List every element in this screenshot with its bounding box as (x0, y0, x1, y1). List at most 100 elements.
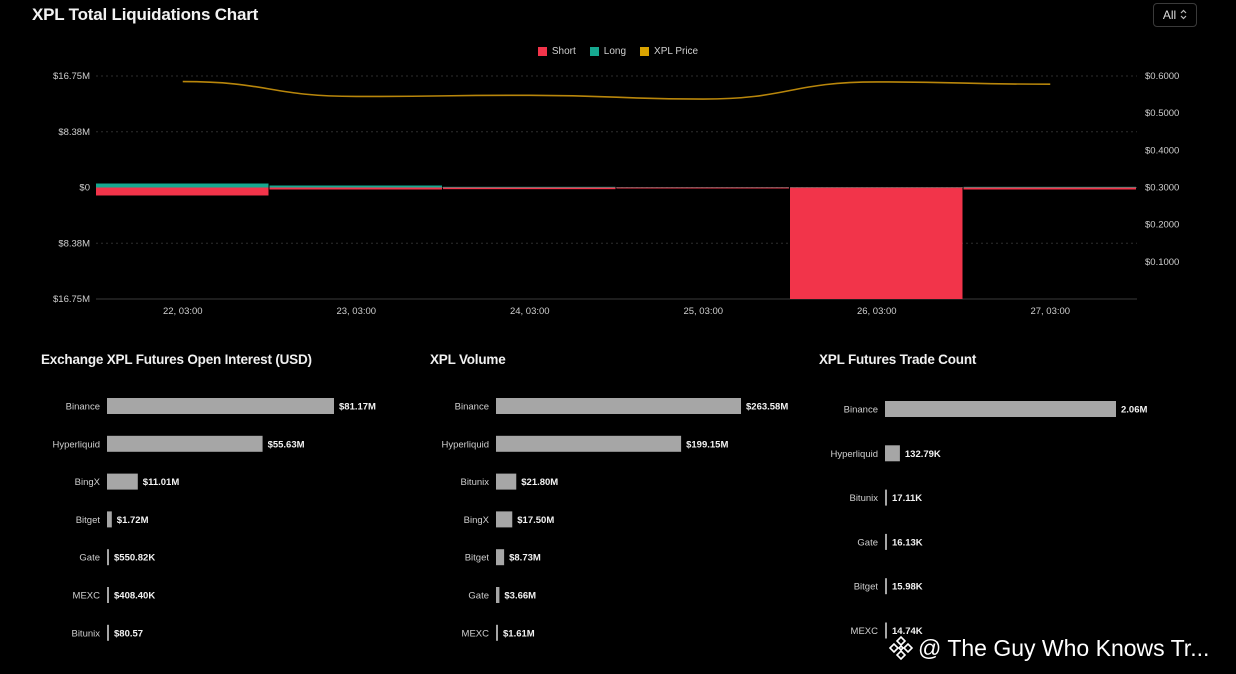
legend-item-short[interactable]: Short (537, 46, 576, 57)
hbar-bar (107, 473, 138, 490)
watermark: @ The Guy Who Knows Tr... (888, 634, 1209, 662)
hbar-bar (107, 511, 112, 528)
legend-item-long[interactable]: Long (589, 46, 626, 57)
page-title: XPL Total Liquidations Chart (32, 5, 259, 24)
hbar-category-label: Binance (66, 402, 100, 413)
hbar-category-label: Bitunix (460, 477, 489, 488)
legend-swatch-price (640, 47, 650, 56)
hbar-bar (885, 445, 900, 462)
hbar-category-label: Binance (844, 405, 878, 416)
hbar-category-label: MEXC (73, 591, 101, 602)
hbar-value-label: $8.73M (509, 553, 541, 564)
hbar-category-label: Hyperliquid (52, 439, 100, 450)
hbar-value-label: 17.11K (892, 493, 922, 504)
legend-swatch-short (537, 47, 547, 56)
hbar-value-label: $17.50M (517, 515, 554, 526)
trade-count-title: XPL Futures Trade Count (819, 352, 977, 367)
hbar-category-label: Hyperliquid (830, 449, 878, 460)
y-tick-right: $0.2000 (1145, 220, 1179, 231)
hbar-value-label: $263.58M (746, 402, 788, 413)
hbar-value-label: $550.82K (114, 553, 155, 564)
x-tick-label: 26, 03:00 (857, 306, 897, 317)
hbar-value-label: 132.79K (905, 449, 941, 460)
hbar-bar (885, 401, 1116, 417)
hbar-category-label: MEXC (462, 628, 490, 639)
hbar-category-label: BingX (464, 515, 490, 526)
hbar-category-label: MEXC (851, 626, 879, 637)
hbar-value-label: 2.06M (1121, 405, 1147, 416)
legend-swatch-long (589, 47, 599, 56)
hbar-bar (496, 587, 500, 603)
bar-short (963, 187, 1136, 190)
y-tick-left: $8.38M (58, 238, 90, 249)
bar-long (96, 183, 269, 188)
x-tick-label: 27, 03:00 (1030, 306, 1070, 317)
time-range-select[interactable]: All (1153, 3, 1197, 27)
hbar-bar (885, 622, 887, 639)
x-tick-label: 22, 03:00 (163, 306, 203, 317)
hbar-category-label: Gate (79, 553, 100, 564)
hbar-value-label: $3.66M (504, 591, 536, 602)
bar-short (96, 187, 269, 196)
x-tick-label: 24, 03:00 (510, 306, 550, 317)
hbar-bar (107, 587, 109, 603)
bar-long (269, 185, 442, 188)
hbar-bar (885, 533, 887, 550)
hbar-value-label: $1.72M (117, 515, 149, 526)
y-tick-left: $0 (79, 183, 90, 194)
hbar-value-label: $81.17M (339, 402, 376, 413)
hbar-category-label: Binance (455, 402, 489, 413)
hbar-bar (107, 398, 334, 414)
hbar-value-label: 14.74K (892, 626, 923, 637)
hbar-category-label: Hyperliquid (441, 439, 489, 450)
binance-logo-icon (888, 635, 914, 661)
y-tick-left: $8.38M (58, 127, 90, 138)
hbar-bar (496, 624, 498, 641)
chart-legend: Short Long XPL Price (0, 46, 1236, 57)
y-tick-right: $0.4000 (1145, 145, 1179, 156)
price-line (182, 80, 1051, 100)
hbar-bar (885, 489, 887, 506)
hbar-bar (107, 624, 109, 641)
y-tick-right: $0.1000 (1145, 257, 1179, 268)
hbar-value-label: $11.01M (143, 477, 180, 488)
hbar-bar (496, 473, 517, 490)
hbar-bar (496, 511, 513, 528)
hbar-value-label: 16.13K (892, 537, 923, 548)
hbar-bar (107, 549, 109, 566)
hbar-bar (107, 435, 263, 452)
hbar-category-label: Gate (468, 591, 489, 602)
y-tick-right: $0.3000 (1145, 183, 1179, 194)
y-tick-right: $0.6000 (1145, 71, 1179, 82)
bar-long (443, 186, 616, 188)
hbar-value-label: $1.61M (503, 628, 535, 639)
hbar-category-label: Gate (857, 537, 878, 548)
hbar-value-label: $408.40K (114, 591, 155, 602)
hbar-bar (885, 578, 887, 595)
range-select-value: All (1162, 8, 1177, 22)
hbar-category-label: Bitget (76, 515, 101, 526)
hbar-value-label: 15.98K (892, 582, 923, 593)
hbar-category-label: Bitunix (71, 628, 100, 639)
hbar-bar (496, 398, 741, 414)
bar-long (963, 186, 1136, 188)
volume-title: XPL Volume (430, 352, 506, 367)
hbar-category-label: Bitget (854, 582, 879, 593)
hbar-category-label: Bitget (465, 553, 490, 564)
hbar-category-label: BingX (75, 477, 101, 488)
chevron-updown-icon (1180, 9, 1187, 22)
hbar-value-label: $21.80M (521, 477, 558, 488)
y-tick-left: $16.75M (53, 71, 90, 82)
bar-short (616, 187, 789, 189)
liquidations-chart: $16.75M $8.38M $0 $8.38M $16.75M $0.6000 $0.50… (53, 71, 1179, 317)
bar-short (443, 187, 616, 190)
hbar-value-label: $55.63M (268, 439, 305, 450)
hbar-bar (496, 435, 682, 452)
hbar-value-label: $199.15M (686, 439, 728, 450)
bar-short (790, 187, 963, 299)
hbar-bar (496, 549, 505, 566)
x-tick-label: 23, 03:00 (336, 306, 376, 317)
legend-item-price[interactable]: XPL Price (640, 46, 698, 57)
y-tick-right: $0.5000 (1145, 108, 1179, 119)
